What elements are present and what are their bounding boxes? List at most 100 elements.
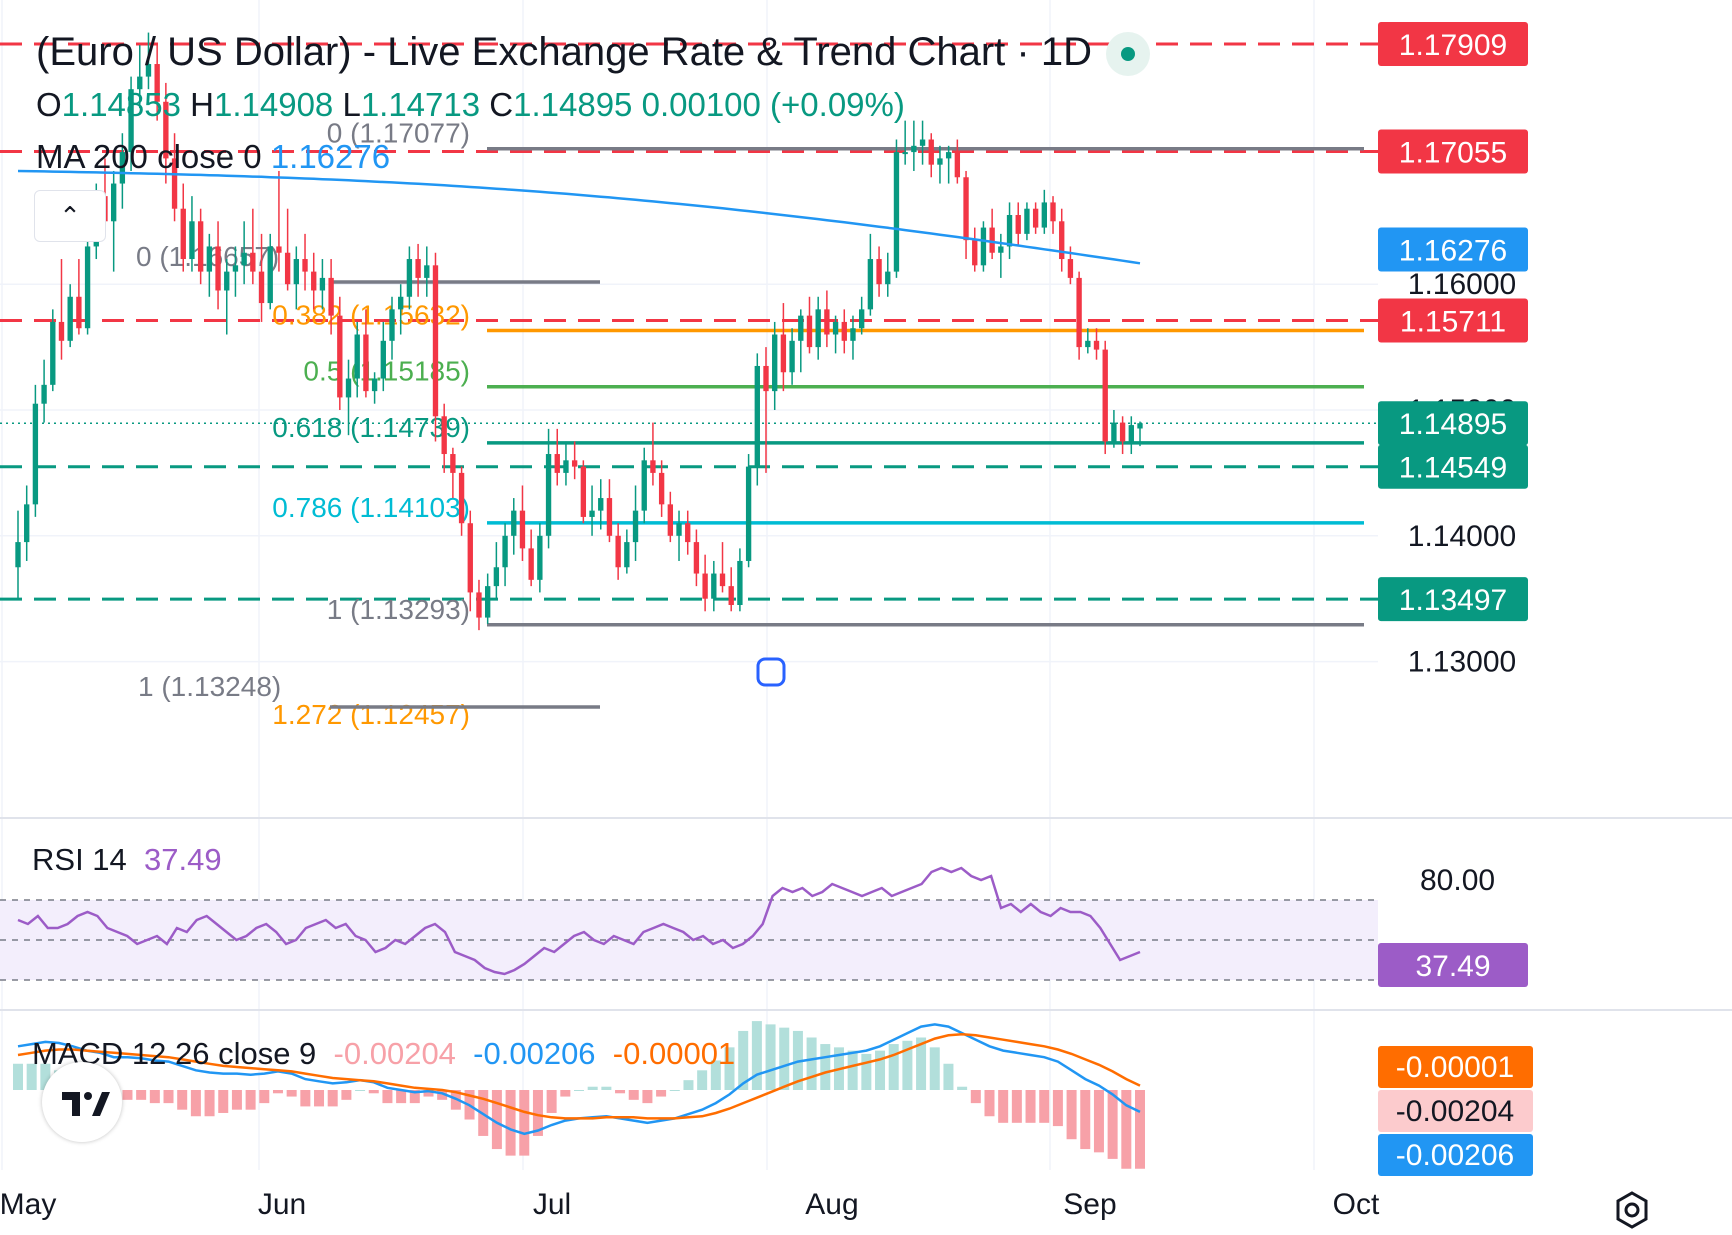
candle-body xyxy=(658,472,665,505)
candle-body xyxy=(311,271,317,291)
candle-body xyxy=(354,334,360,379)
macd-badge: -0.00001 xyxy=(1396,1051,1514,1084)
chart-title-text: (Euro / US Dollar) - Live Exchange Rate … xyxy=(36,30,1092,74)
live-status-icon xyxy=(1105,32,1150,77)
candle-body xyxy=(685,523,691,543)
price-tick-label: 1.13000 xyxy=(1408,646,1516,679)
macd-histogram-bar xyxy=(519,1090,530,1156)
candle-body xyxy=(963,177,969,241)
price-label: 1.13497 xyxy=(1399,584,1507,617)
macd-histogram-bar xyxy=(300,1090,311,1107)
macd-histogram-bar xyxy=(820,1044,831,1090)
candle-body xyxy=(389,309,395,341)
candle-body xyxy=(250,252,256,272)
candle-body xyxy=(24,504,30,543)
rsi-badge: 37.49 xyxy=(1415,950,1490,983)
time-tick-label: May xyxy=(0,1188,56,1221)
candle-body xyxy=(1006,215,1013,247)
candle-body xyxy=(137,76,143,90)
candle-body xyxy=(563,460,569,473)
candle-body xyxy=(398,296,404,310)
macd-histogram-bar xyxy=(1066,1090,1077,1140)
macd-histogram-bar xyxy=(656,1090,667,1097)
macd-line-value: -0.00206 xyxy=(473,1036,596,1071)
low-key: L xyxy=(342,86,361,123)
open-value: 1.14853 xyxy=(61,86,181,123)
candle-body xyxy=(1015,215,1021,234)
macd-histogram-bar xyxy=(888,1044,899,1090)
macd-histogram-bar xyxy=(601,1086,612,1090)
ma-legend[interactable]: MA 200 close 0 1.16276 xyxy=(36,138,390,176)
candle-body xyxy=(998,246,1004,253)
candle-body xyxy=(76,296,82,329)
macd-histogram-bar xyxy=(231,1090,242,1110)
price-axis[interactable]: 1.160001.150001.140001.130001.179091.170… xyxy=(1378,22,1533,1176)
macd-histogram-bar xyxy=(765,1024,776,1090)
price-label-box xyxy=(1378,577,1528,622)
rsi-legend[interactable]: RSI 14 37.49 xyxy=(32,842,222,878)
candle-body xyxy=(180,208,186,260)
macd-histogram-bar xyxy=(751,1021,762,1090)
candle-body xyxy=(989,227,995,253)
candle-body xyxy=(1119,422,1126,442)
macd-histogram-bar xyxy=(724,1047,735,1090)
collapse-legend-button[interactable]: ⌃ xyxy=(34,190,106,242)
ohlc-legend: O1.14853 H1.14908 L1.14713 C1.14895 0.00… xyxy=(36,86,905,124)
low-value: 1.14713 xyxy=(360,86,481,123)
candle-body xyxy=(902,152,908,155)
macd-signal-value: -0.00001 xyxy=(612,1036,736,1071)
candle-body xyxy=(737,560,743,605)
candle-body xyxy=(511,510,517,536)
macd-histogram-bar xyxy=(1107,1090,1118,1159)
rsi-badge-box xyxy=(1378,943,1528,988)
time-tick-label: Sep xyxy=(1063,1188,1116,1221)
macd-legend[interactable]: MACD 12 26 close 9 -0.00204 -0.00206 -0.… xyxy=(32,1036,735,1072)
candle-body xyxy=(832,321,839,335)
fib-label: 0 (1.17077) xyxy=(327,118,470,149)
macd-histogram-bar xyxy=(710,1060,721,1090)
macd-histogram-bar xyxy=(669,1090,680,1091)
price-label: 1.15711 xyxy=(1400,306,1506,339)
gear-icon[interactable] xyxy=(1612,1190,1652,1235)
close-key: C xyxy=(489,86,514,123)
candle-body xyxy=(580,466,587,517)
low-marker[interactable] xyxy=(756,657,786,687)
macd-histogram-bar xyxy=(1135,1090,1145,1169)
candle-body xyxy=(772,334,778,392)
candle-body xyxy=(928,139,934,165)
macd-histogram-bar xyxy=(327,1090,338,1107)
macd-histogram-bar xyxy=(1121,1090,1132,1169)
fib-label: 0.618 (1.14739) xyxy=(272,412,470,443)
candle-body xyxy=(789,340,795,373)
candle-body xyxy=(154,64,160,102)
macd-histogram-bar xyxy=(423,1090,434,1097)
candle-body xyxy=(41,384,47,404)
candle-body xyxy=(163,101,169,159)
macd-histogram-bar xyxy=(341,1090,352,1100)
candle-body xyxy=(84,246,91,329)
macd-histogram-bar xyxy=(491,1090,502,1150)
macd-histogram-bar xyxy=(984,1090,995,1117)
fib-label: 0.382 (1.15632) xyxy=(272,299,470,330)
candle-body xyxy=(693,542,700,574)
macd-histogram-bar xyxy=(779,1027,790,1090)
candle-body xyxy=(493,567,500,587)
macd-histogram-bar xyxy=(218,1090,229,1113)
horizontal-levels xyxy=(0,42,1378,601)
tv-logo-icon[interactable] xyxy=(42,1062,122,1142)
macd-histogram-bar xyxy=(615,1090,626,1094)
macd-histogram-bar xyxy=(697,1070,708,1090)
candle-body xyxy=(467,523,473,593)
rsi-line xyxy=(17,866,1141,976)
candle-body xyxy=(719,573,726,587)
candle-body xyxy=(980,227,987,266)
candle-body xyxy=(537,535,543,580)
candle-body xyxy=(728,586,734,605)
macd-histogram-bar xyxy=(574,1090,584,1091)
candle-body xyxy=(450,454,456,473)
candle-body xyxy=(276,246,282,253)
time-axis[interactable]: May Jun Jul Aug Sep Oct xyxy=(0,1188,1380,1221)
macd-histogram-bar xyxy=(587,1086,598,1090)
macd-histogram-bar xyxy=(40,1063,51,1090)
